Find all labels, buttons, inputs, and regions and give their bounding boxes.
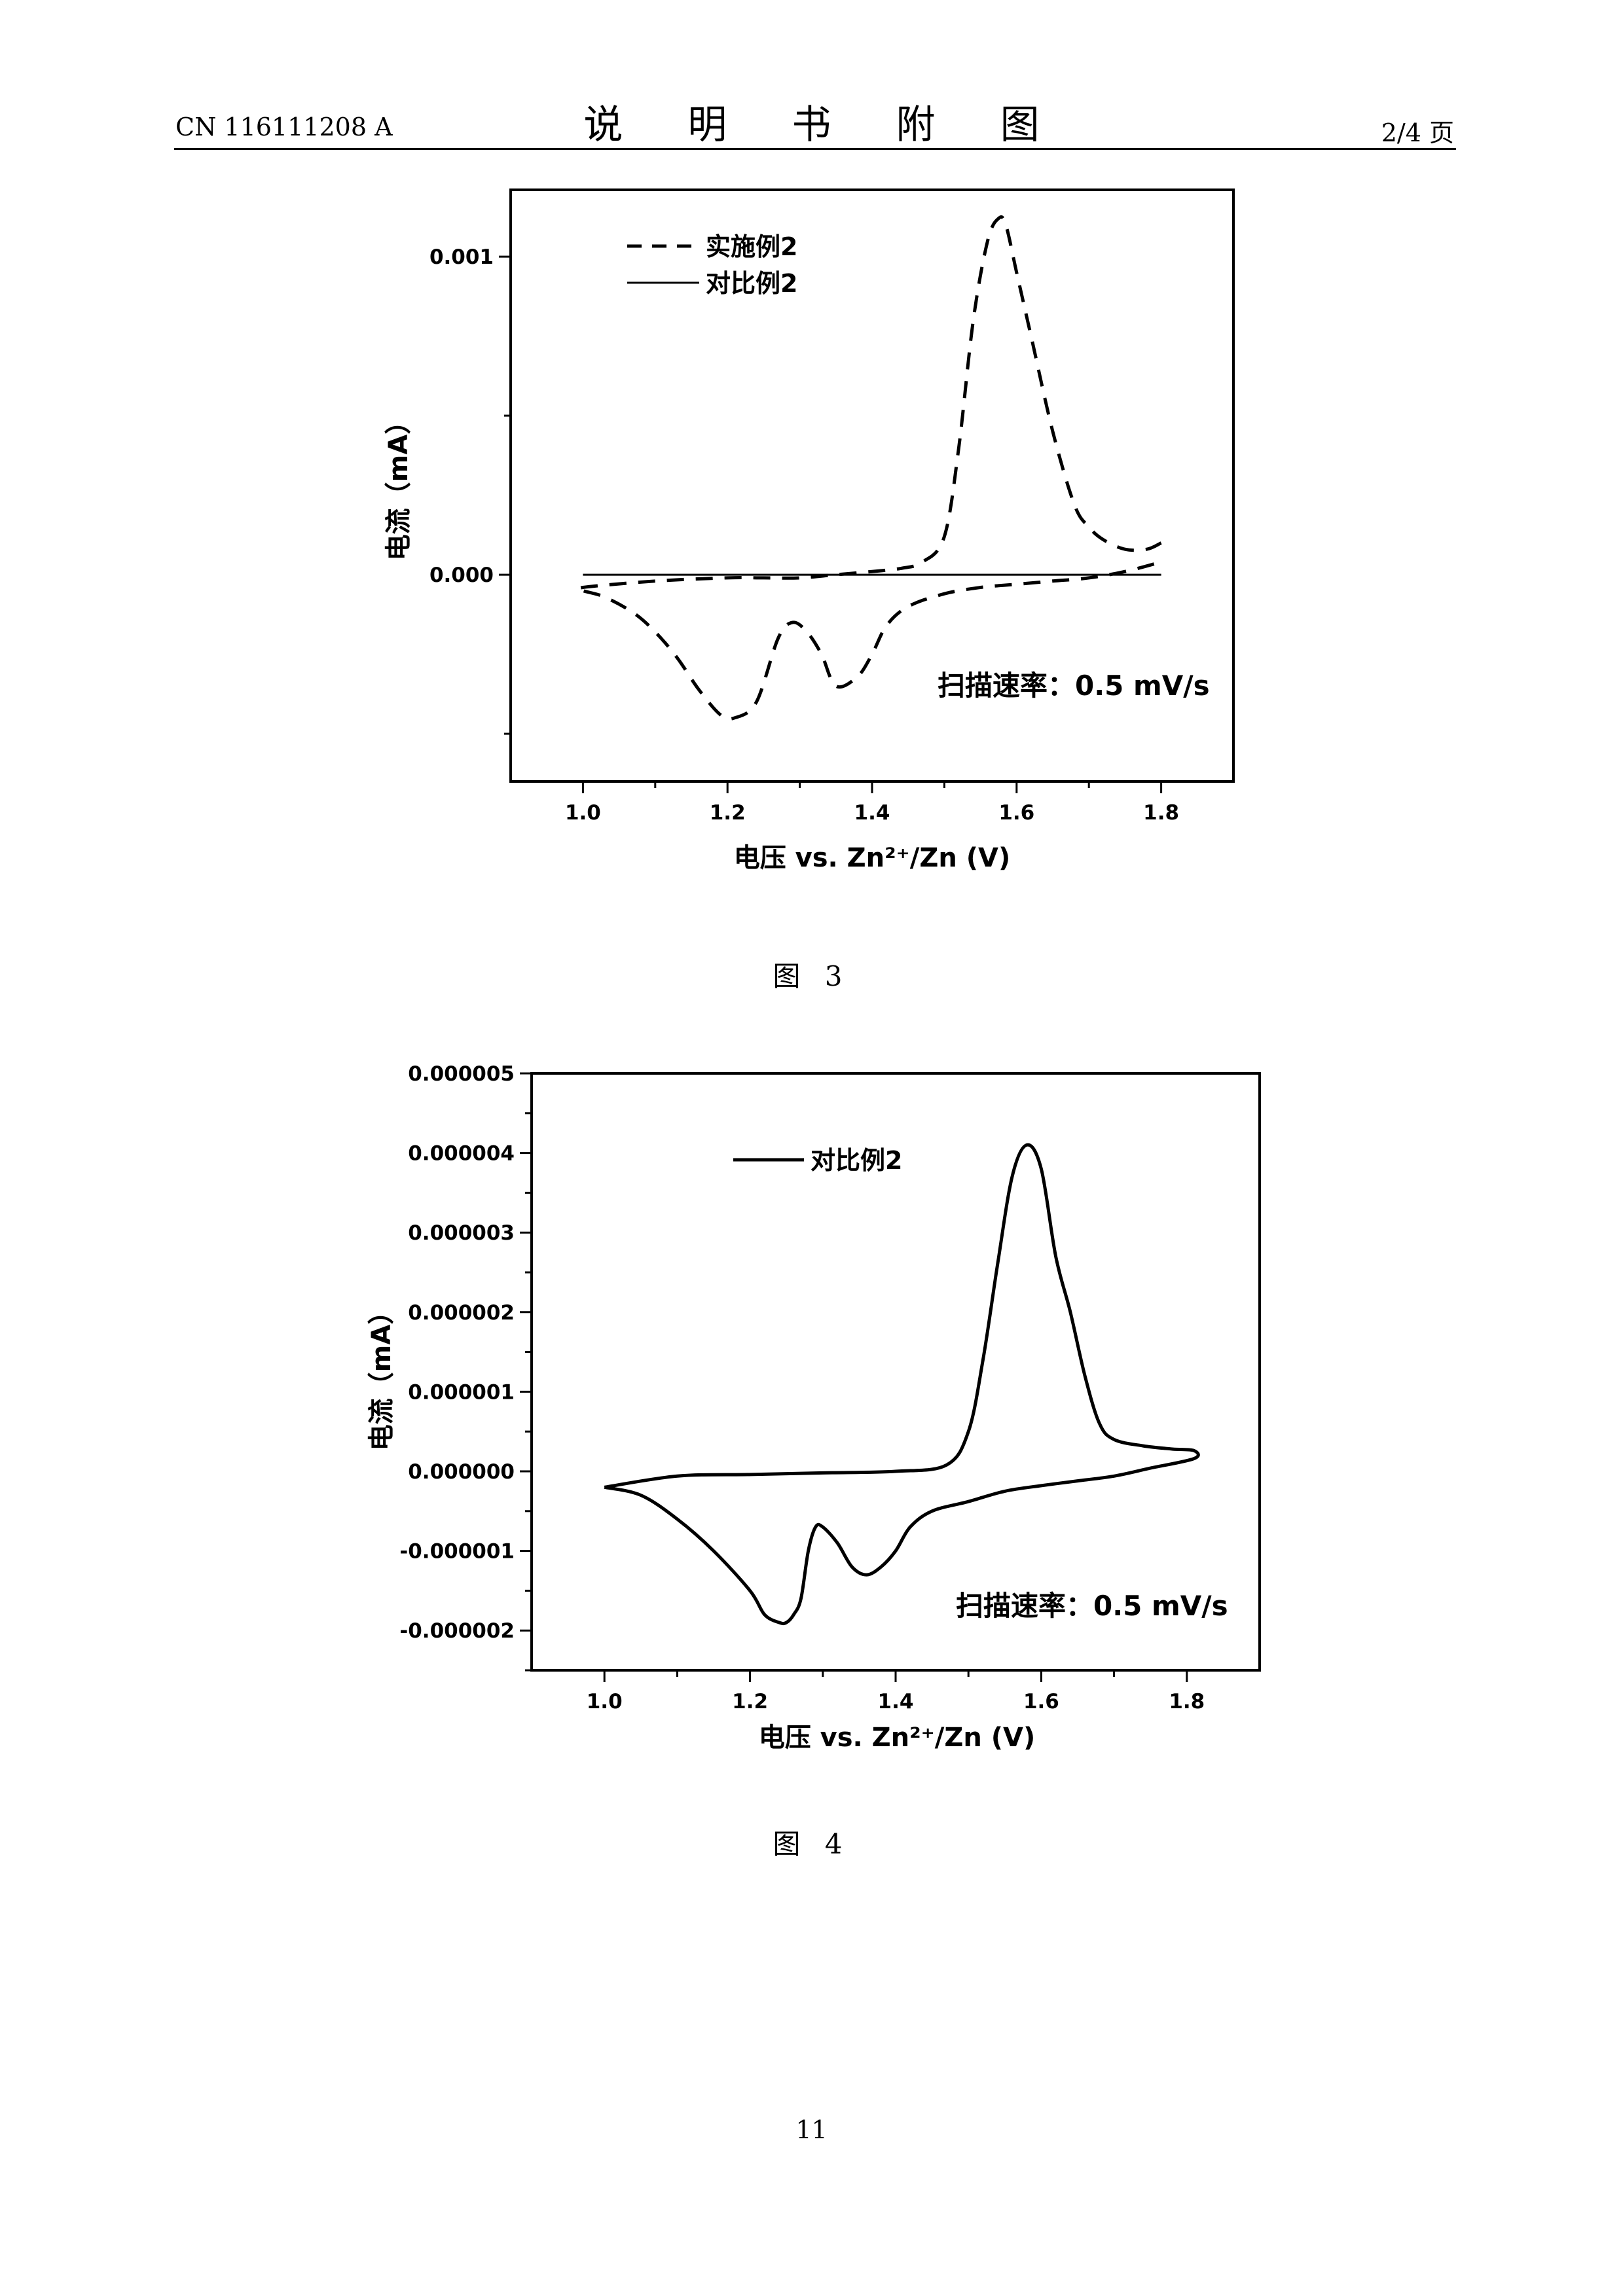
x-tick-label: 1.4 [854,801,890,825]
x-tick-label: 1.2 [732,1690,768,1713]
page-title: 说 明 书 附 图 [583,102,1066,148]
scan-rate-annotation: 扫描速率：0.5 mV/s [956,1590,1228,1622]
y-axis-label: 电流（mA） [384,408,414,561]
y-tick-label: 0.001 [429,245,494,269]
legend-label: 对比例2 [706,269,797,298]
x-axis-label: 电压 vs. Zn²⁺/Zn (V) [734,843,1011,873]
plot-marks: 1.0 1.2 1.4 1.6 1.8 0.000 0.001 [429,215,1179,825]
y-axis-label: 电流（mA） [367,1299,397,1451]
figure-4-chart: 1.0 1.2 1.4 1.6 1.8 -0.000002 -0.000001 0.00000… [367,1062,1261,1753]
x-tick-label: 1.0 [587,1690,623,1713]
x-tick-label: 1.6 [1023,1690,1059,1713]
plot-marks: 1.0 1.2 1.4 1.6 1.8 -0.000002 -0.000001 0.00000… [399,1062,1205,1713]
scan-rate-annotation: 扫描速率：0.5 mV/s [938,670,1210,702]
y-tick-label: 0.000 [429,564,494,587]
x-tick-label: 1.4 [878,1690,914,1713]
y-tick-label: -0.000001 [399,1540,515,1564]
figure-caption: 图 3 [773,960,850,992]
figure-caption: 图 4 [773,1828,850,1860]
y-tick-label: 0.000001 [408,1380,515,1404]
y-tick-label: 0.000004 [408,1142,515,1166]
x-tick-label: 1.8 [1143,801,1179,825]
x-tick-label: 1.2 [710,801,746,825]
legend: 实施例2 对比例2 [627,232,797,298]
legend-label: 实施例2 [706,232,797,261]
figure-3-chart: 1.0 1.2 1.4 1.6 1.8 0.000 0.001 实施例2 对比例2 扫描速率… [384,188,1235,873]
y-tick-label: 0.000002 [408,1301,515,1325]
y-tick-label: -0.000002 [399,1619,515,1643]
legend: 对比例2 [733,1146,902,1175]
y-tick-label: 0.000005 [408,1062,515,1086]
x-axis-label: 电压 vs. Zn²⁺/Zn (V) [759,1723,1036,1753]
page-number: 11 [795,2115,828,2144]
x-tick-label: 1.0 [565,801,601,825]
y-tick-label: 0.000000 [408,1460,515,1484]
y-tick-label: 0.000003 [408,1221,515,1245]
x-tick-label: 1.8 [1169,1690,1205,1713]
legend-label: 对比例2 [811,1146,902,1175]
patent-number: CN 116111208 A [175,113,393,141]
header-rule [174,148,1456,150]
series-line-dashed [575,215,1162,721]
series-line-solid [604,1143,1200,1626]
page-of-count: 2/4 页 [1381,118,1454,147]
x-tick-label: 1.6 [998,801,1034,825]
